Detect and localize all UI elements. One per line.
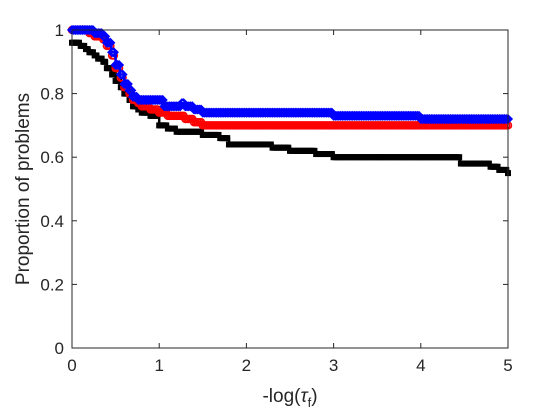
data-point bbox=[410, 110, 421, 121]
data-point bbox=[171, 125, 178, 132]
data-point bbox=[456, 154, 463, 161]
data-point bbox=[114, 59, 125, 71]
data-point bbox=[98, 31, 109, 42]
x-tick-label: 1 bbox=[154, 356, 163, 375]
data-point bbox=[224, 135, 231, 142]
x-tick-label: 4 bbox=[416, 356, 425, 375]
y-axis-label: Proportion of problems bbox=[13, 93, 34, 285]
data-point bbox=[311, 147, 318, 154]
data-point bbox=[121, 78, 132, 90]
data-point bbox=[499, 113, 510, 125]
x-axis-label-subscript: f bbox=[308, 395, 312, 410]
data-point bbox=[107, 47, 118, 58]
data-point bbox=[112, 59, 123, 71]
data-point bbox=[328, 151, 335, 158]
data-point bbox=[494, 163, 501, 170]
axes-box bbox=[71, 29, 509, 349]
data-point bbox=[110, 59, 121, 71]
data-point bbox=[84, 46, 91, 53]
data-point bbox=[84, 24, 95, 36]
data-point bbox=[198, 128, 205, 135]
data-point bbox=[192, 104, 203, 115]
data-point bbox=[93, 28, 104, 39]
data-point bbox=[107, 65, 114, 72]
data-point bbox=[501, 113, 512, 125]
data-point bbox=[98, 55, 105, 62]
data-point bbox=[102, 58, 109, 65]
data-point bbox=[117, 69, 128, 80]
y-tick-label: 0.4 bbox=[40, 212, 64, 231]
data-point bbox=[103, 37, 114, 48]
data-point bbox=[127, 91, 139, 102]
data-point bbox=[267, 141, 274, 148]
series-2 bbox=[66, 24, 514, 125]
data-point bbox=[155, 94, 167, 106]
data-point bbox=[285, 144, 292, 151]
data-point bbox=[485, 160, 492, 167]
y-tick-label: 1 bbox=[55, 21, 64, 40]
data-point bbox=[503, 166, 510, 173]
data-point bbox=[215, 131, 222, 138]
y-tick-label: 0.8 bbox=[40, 85, 64, 104]
data-point bbox=[323, 107, 334, 118]
data-point bbox=[183, 101, 194, 112]
data-point bbox=[108, 47, 119, 58]
x-tick-label: 3 bbox=[329, 356, 338, 375]
x-axis-label-symbol: τ bbox=[300, 386, 309, 407]
x-axis-label-prefix: -log( bbox=[262, 386, 301, 407]
data-point bbox=[124, 85, 135, 96]
data-point bbox=[119, 78, 130, 90]
x-axis-label: -log(τf) bbox=[262, 386, 317, 410]
plot-area bbox=[66, 24, 514, 177]
y-tick-label: 0 bbox=[55, 339, 64, 358]
axes: 0 1 2 3 4 5 0 0.2 0.4 0.6 0.8 1 bbox=[40, 21, 512, 375]
x-axis-label-suffix: ) bbox=[311, 386, 317, 407]
x-tick-label: 5 bbox=[503, 356, 512, 375]
data-point bbox=[75, 39, 82, 46]
data-point bbox=[154, 94, 165, 106]
x-tick-label: 0 bbox=[67, 356, 76, 375]
y-tick-label: 0.2 bbox=[40, 275, 64, 294]
data-point bbox=[110, 71, 117, 78]
data-point bbox=[89, 49, 96, 56]
x-tick-label: 2 bbox=[242, 356, 251, 375]
data-point bbox=[101, 37, 112, 48]
y-tick-label: 0.6 bbox=[40, 148, 64, 167]
data-point bbox=[105, 37, 116, 48]
data-point bbox=[115, 69, 126, 80]
data-point bbox=[93, 52, 100, 59]
data-point bbox=[163, 122, 170, 129]
data-point bbox=[81, 42, 88, 49]
